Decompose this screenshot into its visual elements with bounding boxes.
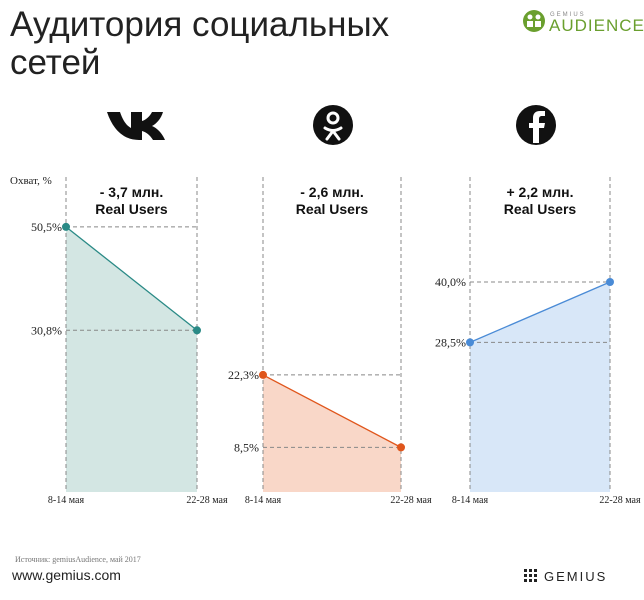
brand: AUDIENCE [549, 16, 644, 35]
vk-icon [107, 112, 165, 140]
title: Аудитория социальных [10, 5, 390, 44]
annotation: Real Users [296, 201, 369, 217]
value-label: 28,5% [435, 335, 466, 349]
point [62, 222, 70, 231]
annotation: Real Users [95, 201, 168, 217]
value-label: 50,5% [31, 220, 62, 234]
value-label: 8,5% [234, 440, 259, 454]
x-tick-label: 8-14 мая [245, 495, 282, 506]
x-tick-label: 22-28 мая [186, 495, 228, 506]
point [397, 443, 405, 452]
point [193, 326, 201, 335]
y-axis-label: Охват, % [10, 175, 52, 187]
annotation: - 2,6 млн. [300, 184, 364, 200]
area [263, 374, 401, 492]
point [606, 278, 614, 286]
footer-brand: GEMIUS [544, 569, 607, 584]
x-tick-label: 8-14 мая [452, 495, 489, 506]
title: сетей [10, 43, 100, 82]
area [66, 226, 197, 492]
area [470, 282, 610, 492]
value-label: 30,8% [31, 323, 62, 337]
annotation: + 2,2 млн. [506, 184, 573, 200]
line [469, 281, 611, 343]
point [466, 338, 474, 347]
value-label: 40,0% [435, 275, 466, 289]
x-tick-label: 8-14 мая [48, 495, 85, 506]
x-tick-label: 22-28 мая [599, 495, 641, 506]
fb-icon [516, 105, 556, 145]
brand-logo: GEMIUS AUDIENCE [523, 10, 644, 35]
x-tick-label: 22-28 мая [390, 495, 432, 506]
annotation: Real Users [504, 201, 577, 217]
footer-logo: GEMIUS [524, 569, 607, 584]
source: Источник: gemiusAudience, май 2017 [15, 555, 141, 564]
line [262, 374, 402, 448]
point [259, 370, 267, 379]
line [65, 226, 198, 331]
brand-small: GEMIUS [550, 12, 586, 18]
website: www.gemius.com [11, 567, 121, 583]
ok-icon [313, 105, 353, 145]
value-label: 22,3% [228, 368, 259, 382]
annotation: - 3,7 млн. [100, 184, 164, 200]
